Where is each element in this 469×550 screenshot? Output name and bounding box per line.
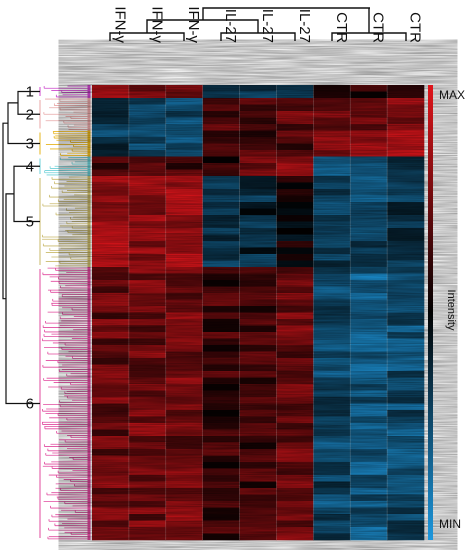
legend-min-label: MIN xyxy=(439,517,461,531)
column-label: IL-27 xyxy=(296,9,313,43)
column-label: CTR xyxy=(407,12,424,43)
legend-max-label: MAX xyxy=(439,88,465,102)
column-label: IL-27 xyxy=(222,9,239,43)
column-label: IFN-γ xyxy=(185,6,202,43)
dendrogram-branch xyxy=(5,193,40,405)
column-dendrogram xyxy=(109,7,407,41)
legend-colorbar xyxy=(428,85,433,540)
dendrogram-branch xyxy=(7,102,40,145)
heatmap-texture xyxy=(92,85,424,540)
column-label: IL-27 xyxy=(259,9,276,43)
column-labels: IFN-γ IFN-γ IFN-γ IL-27 IL-27 IL-27 CTR CTR CTR xyxy=(111,6,423,43)
color-legend: MAX MIN Intensity xyxy=(428,85,465,540)
column-label: CTR xyxy=(370,12,387,43)
column-label: IFN-γ xyxy=(148,6,165,43)
column-label: CTR xyxy=(333,12,350,43)
column-label: IFN-γ xyxy=(111,6,128,43)
dendrogram-branch xyxy=(2,122,8,300)
legend-title: Intensity xyxy=(445,290,457,331)
